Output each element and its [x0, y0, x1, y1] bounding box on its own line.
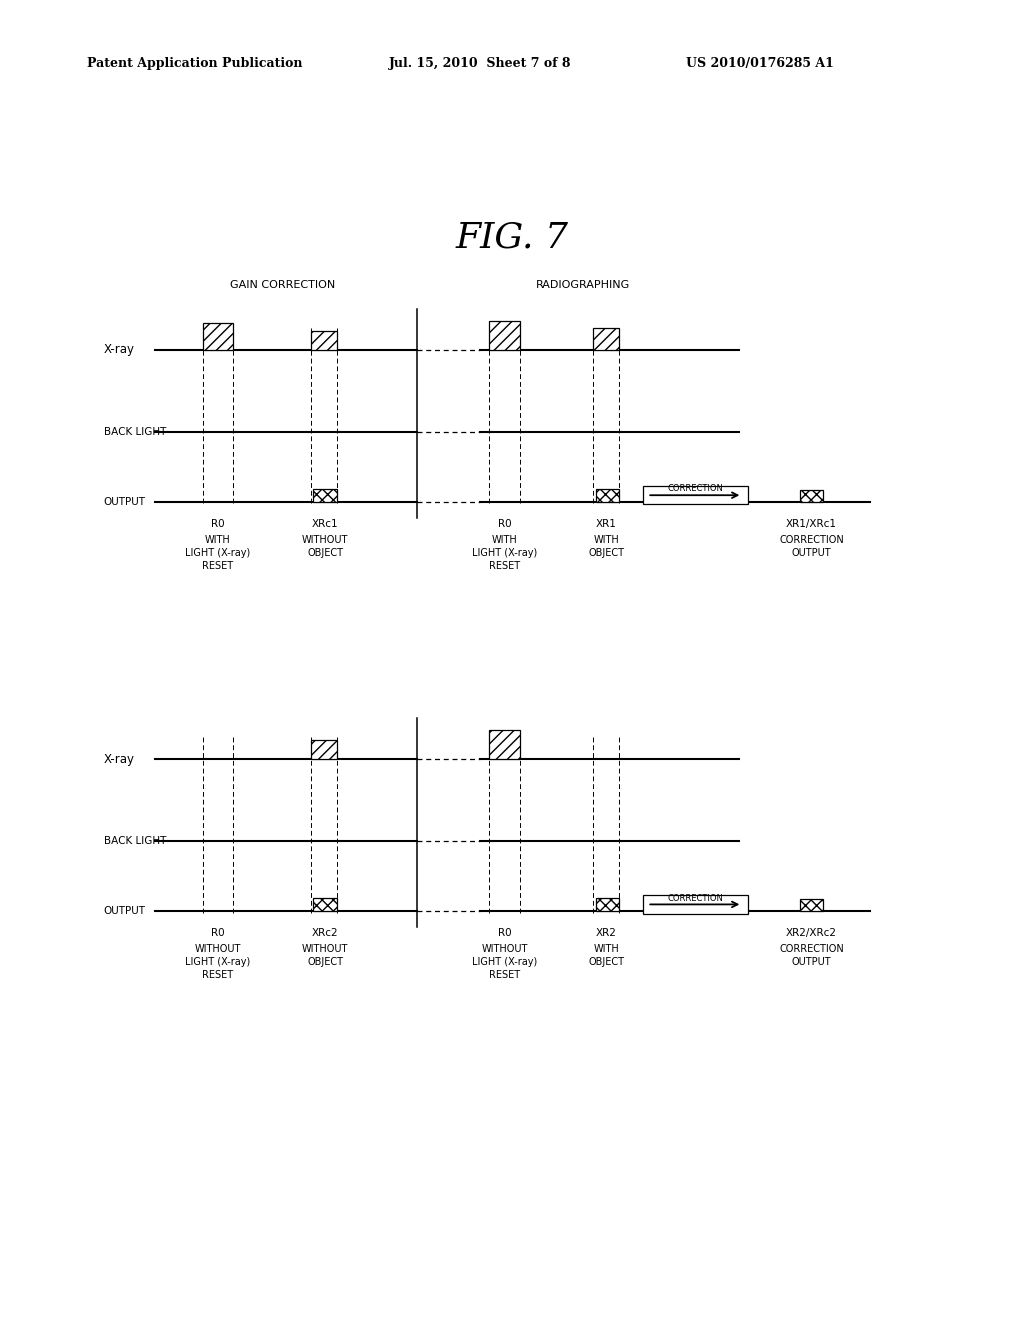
Text: R0: R0 — [498, 519, 512, 529]
Text: R0: R0 — [211, 519, 224, 529]
Bar — [643, 486, 748, 504]
Text: CORRECTION: CORRECTION — [668, 894, 723, 903]
Text: OUTPUT: OUTPUT — [103, 906, 145, 916]
Bar — [489, 730, 520, 759]
Bar — [310, 331, 337, 350]
Text: CORRECTION
OUTPUT: CORRECTION OUTPUT — [779, 535, 844, 558]
Text: CORRECTION
OUTPUT: CORRECTION OUTPUT — [779, 944, 844, 968]
Text: RADIOGRAPHING: RADIOGRAPHING — [537, 280, 631, 289]
Text: WITHOUT
LIGHT (X-ray)
RESET: WITHOUT LIGHT (X-ray) RESET — [185, 944, 250, 979]
Bar — [596, 898, 620, 911]
Text: WITH
OBJECT: WITH OBJECT — [589, 944, 625, 968]
Bar — [800, 490, 823, 502]
Bar — [800, 899, 823, 911]
Bar — [313, 898, 337, 911]
Text: XR2/XRc2: XR2/XRc2 — [785, 928, 837, 939]
Text: XR2: XR2 — [596, 928, 616, 939]
Text: CORRECTION: CORRECTION — [668, 484, 723, 494]
Text: XRc1: XRc1 — [312, 519, 339, 529]
Bar — [489, 321, 520, 350]
Text: WITH
LIGHT (X-ray)
RESET: WITH LIGHT (X-ray) RESET — [185, 535, 250, 570]
Text: FIG. 7: FIG. 7 — [456, 220, 568, 255]
Text: X-ray: X-ray — [103, 343, 135, 356]
Text: BACK LIGHT: BACK LIGHT — [103, 428, 166, 437]
Text: GAIN CORRECTION: GAIN CORRECTION — [229, 280, 335, 289]
Text: US 2010/0176285 A1: US 2010/0176285 A1 — [686, 57, 834, 70]
Bar — [313, 488, 337, 502]
Text: WITH
LIGHT (X-ray)
RESET: WITH LIGHT (X-ray) RESET — [472, 535, 538, 570]
Bar — [643, 895, 748, 913]
Text: BACK LIGHT: BACK LIGHT — [103, 837, 166, 846]
Text: Jul. 15, 2010  Sheet 7 of 8: Jul. 15, 2010 Sheet 7 of 8 — [389, 57, 571, 70]
Bar — [596, 488, 620, 502]
Text: WITHOUT
OBJECT: WITHOUT OBJECT — [302, 944, 348, 968]
Text: WITHOUT
LIGHT (X-ray)
RESET: WITHOUT LIGHT (X-ray) RESET — [472, 944, 538, 979]
Text: X-ray: X-ray — [103, 752, 135, 766]
Bar — [593, 327, 620, 350]
Text: WITHOUT
OBJECT: WITHOUT OBJECT — [302, 535, 348, 558]
Text: OUTPUT: OUTPUT — [103, 496, 145, 507]
Text: XR1/XRc1: XR1/XRc1 — [785, 519, 837, 529]
Text: R0: R0 — [498, 928, 512, 939]
Text: WITH
OBJECT: WITH OBJECT — [589, 535, 625, 558]
Text: XRc2: XRc2 — [312, 928, 339, 939]
Bar — [310, 741, 337, 759]
Bar — [203, 323, 232, 350]
Text: XR1: XR1 — [596, 519, 616, 529]
Text: Patent Application Publication: Patent Application Publication — [87, 57, 302, 70]
Text: R0: R0 — [211, 928, 224, 939]
